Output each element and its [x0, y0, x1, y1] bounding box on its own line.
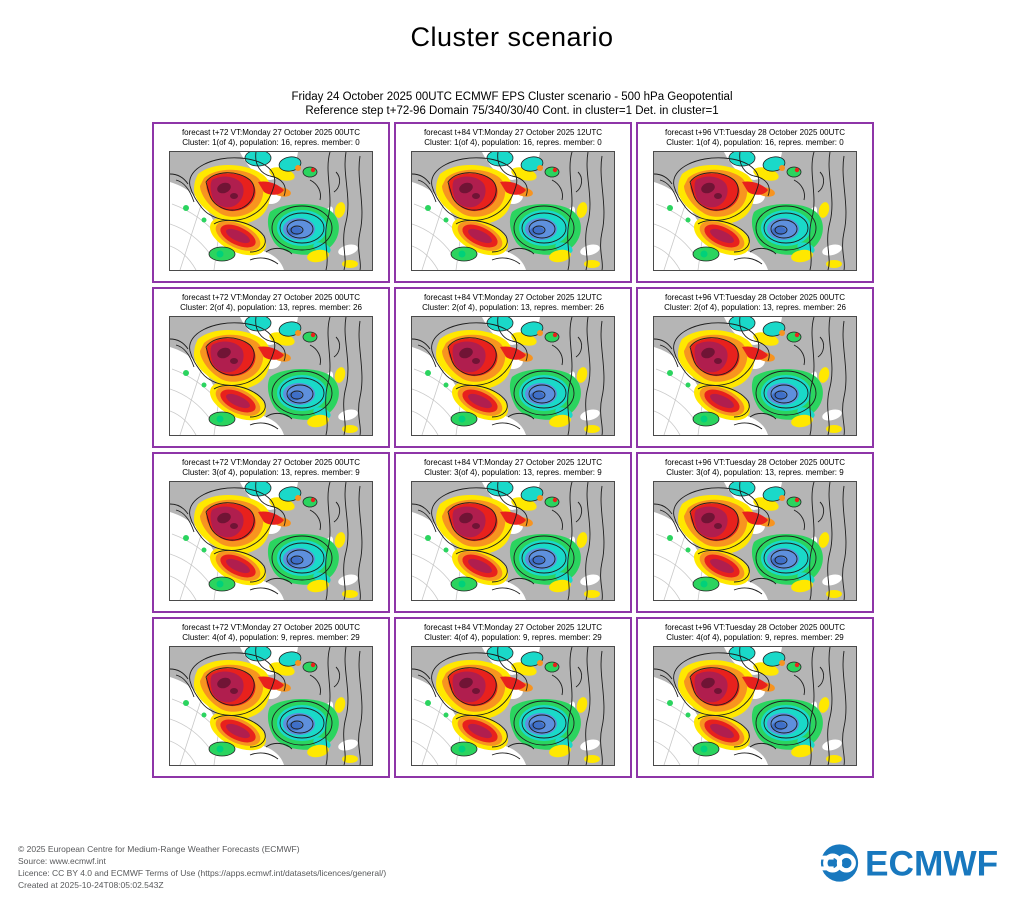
weather-map [169, 646, 373, 766]
cluster-panel: forecast t+84 VT:Monday 27 October 2025 … [394, 122, 632, 283]
footer: © 2025 European Centre for Medium-Range … [18, 843, 386, 891]
panel-caption-forecast: forecast t+84 VT:Monday 27 October 2025 … [423, 458, 603, 467]
chart-subtitle: Friday 24 October 2025 00UTC ECMWF EPS C… [0, 90, 1024, 118]
panel-caption-cluster: Cluster: 2(of 4), population: 13, repres… [422, 303, 604, 312]
panel-caption-cluster: Cluster: 1(of 4), population: 16, repres… [182, 138, 360, 147]
panel-caption-forecast: forecast t+96 VT:Tuesday 28 October 2025… [664, 293, 846, 302]
panel-caption-forecast: forecast t+96 VT:Tuesday 28 October 2025… [664, 458, 846, 467]
chart-subtitle-line1: Friday 24 October 2025 00UTC ECMWF EPS C… [291, 91, 733, 103]
weather-map [653, 151, 857, 271]
weather-map [411, 481, 615, 601]
panel-caption-forecast: forecast t+96 VT:Tuesday 28 October 2025… [664, 623, 846, 632]
weather-map [411, 151, 615, 271]
cluster-panel: forecast t+84 VT:Monday 27 October 2025 … [394, 617, 632, 778]
panel-caption-cluster: Cluster: 1(of 4), population: 16, repres… [666, 138, 844, 147]
weather-map [411, 316, 615, 436]
chart-subtitle-line2: Reference step t+72-96 Domain 75/340/30/… [305, 105, 719, 117]
weather-map [169, 316, 373, 436]
weather-map [169, 481, 373, 601]
cluster-panel: forecast t+96 VT:Tuesday 28 October 2025… [636, 287, 874, 448]
panel-caption-forecast: forecast t+72 VT:Monday 27 October 2025 … [181, 293, 361, 302]
cluster-panel: forecast t+96 VT:Tuesday 28 October 2025… [636, 617, 874, 778]
cluster-panel: forecast t+96 VT:Tuesday 28 October 2025… [636, 452, 874, 613]
weather-map [653, 646, 857, 766]
footer-licence: Licence: CC BY 4.0 and ECMWF Terms of Us… [18, 868, 387, 878]
cluster-panel: forecast t+84 VT:Monday 27 October 2025 … [394, 452, 632, 613]
panel-caption-cluster: Cluster: 1(of 4), population: 16, repres… [424, 138, 602, 147]
panel-grid: forecast t+72 VT:Monday 27 October 2025 … [152, 122, 874, 778]
panel-caption-cluster: Cluster: 3(of 4), population: 13, repres… [182, 468, 360, 477]
cluster-panel: forecast t+72 VT:Monday 27 October 2025 … [152, 287, 390, 448]
panel-caption-forecast: forecast t+84 VT:Monday 27 October 2025 … [423, 293, 603, 302]
panel-caption-cluster: Cluster: 2(of 4), population: 13, repres… [664, 303, 846, 312]
page-title: Cluster scenario [410, 22, 614, 52]
panel-caption-forecast: forecast t+72 VT:Monday 27 October 2025 … [181, 458, 361, 467]
cluster-panel: forecast t+84 VT:Monday 27 October 2025 … [394, 287, 632, 448]
panel-caption-forecast: forecast t+96 VT:Tuesday 28 October 2025… [664, 128, 846, 137]
weather-map [653, 481, 857, 601]
cluster-panel: forecast t+96 VT:Tuesday 28 October 2025… [636, 122, 874, 283]
weather-map [411, 646, 615, 766]
panel-caption-forecast: forecast t+72 VT:Monday 27 October 2025 … [181, 128, 361, 137]
panel-caption-forecast: forecast t+84 VT:Monday 27 October 2025 … [423, 623, 603, 632]
panel-caption-cluster: Cluster: 3(of 4), population: 13, repres… [424, 468, 602, 477]
weather-map [653, 316, 857, 436]
panel-caption-cluster: Cluster: 2(of 4), population: 13, repres… [180, 303, 362, 312]
panel-caption-forecast: forecast t+72 VT:Monday 27 October 2025 … [181, 623, 361, 632]
weather-map [169, 151, 373, 271]
cluster-panel: forecast t+72 VT:Monday 27 October 2025 … [152, 452, 390, 613]
panel-caption-forecast: forecast t+84 VT:Monday 27 October 2025 … [423, 128, 603, 137]
footer-source: Source: www.ecmwf.int [18, 856, 106, 866]
cluster-panel: forecast t+72 VT:Monday 27 October 2025 … [152, 122, 390, 283]
ecmwf-logo-icon [817, 844, 859, 882]
footer-copyright: © 2025 European Centre for Medium-Range … [18, 844, 300, 854]
panel-caption-cluster: Cluster: 4(of 4), population: 9, repres.… [666, 633, 844, 642]
ecmwf-logo-text: ECMWF [865, 845, 998, 884]
cluster-panel: forecast t+72 VT:Monday 27 October 2025 … [152, 617, 390, 778]
panel-caption-cluster: Cluster: 4(of 4), population: 9, repres.… [182, 633, 360, 642]
panel-caption-cluster: Cluster: 3(of 4), population: 13, repres… [666, 468, 844, 477]
panel-caption-cluster: Cluster: 4(of 4), population: 9, repres.… [424, 633, 602, 642]
ecmwf-logo: ECMWF [817, 844, 998, 884]
footer-created-at: Created at 2025-10-24T08:05:02.543Z [18, 880, 164, 890]
